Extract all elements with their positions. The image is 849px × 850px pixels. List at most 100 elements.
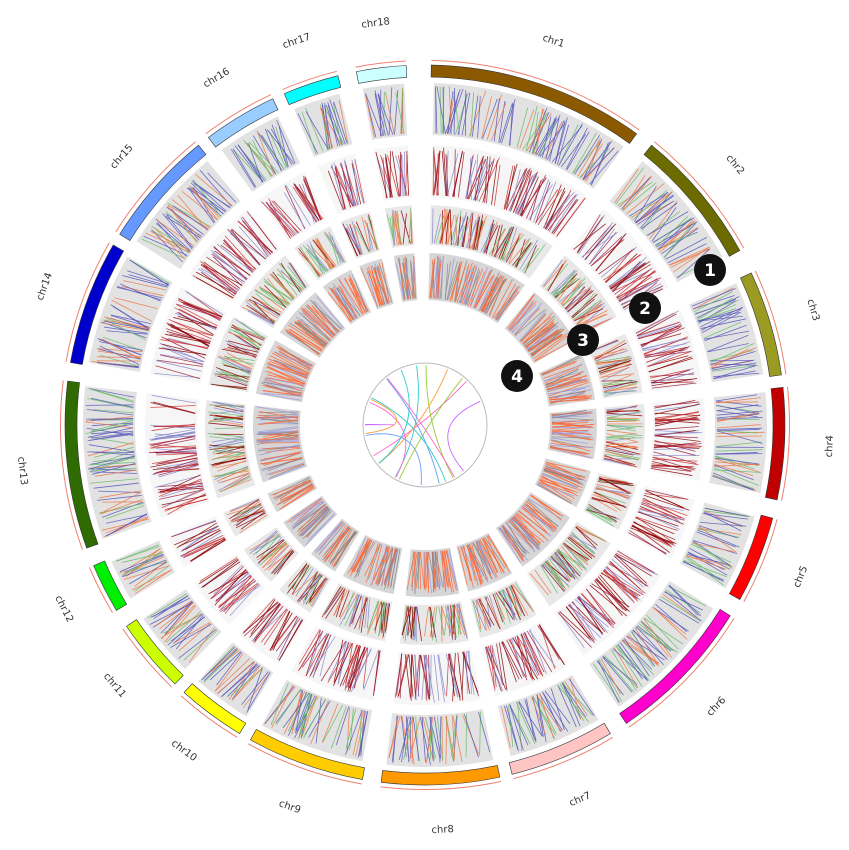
track-line [159, 602, 194, 630]
track-line [252, 535, 281, 552]
track-line [429, 716, 434, 762]
track-line [157, 483, 203, 488]
track-line [286, 498, 322, 523]
track-line [654, 412, 701, 417]
track-line [714, 458, 760, 473]
track-line [308, 700, 331, 738]
track-line [233, 504, 262, 517]
track-line [231, 667, 263, 701]
track-line [224, 357, 254, 365]
track-line [365, 543, 379, 583]
track-line [506, 705, 519, 752]
track-line [551, 413, 588, 419]
track-line [635, 195, 674, 224]
track-line [334, 166, 352, 208]
track-line [545, 560, 565, 591]
track-line [203, 559, 239, 588]
track-line [98, 341, 143, 351]
track-line [351, 159, 365, 204]
track-line [89, 471, 138, 474]
track-line [707, 343, 749, 353]
track-line [443, 550, 446, 592]
track-line [562, 284, 583, 307]
track-line [716, 413, 758, 419]
track-line [509, 704, 524, 751]
track-line [329, 531, 356, 564]
track-line [570, 533, 595, 553]
track-line [274, 351, 311, 372]
track-line [265, 447, 301, 453]
track-line [209, 444, 245, 449]
track-line [478, 157, 500, 202]
track-line [310, 577, 327, 607]
track-line [209, 651, 242, 681]
track-line [526, 630, 553, 673]
track-line [606, 565, 638, 600]
track-line [302, 574, 322, 605]
track-line [200, 264, 238, 293]
track-line [320, 106, 334, 149]
track-line [419, 551, 422, 590]
track-line [635, 516, 678, 531]
track-line [569, 534, 598, 550]
track-line [716, 430, 763, 444]
track-line [460, 546, 473, 582]
track-line [99, 490, 141, 499]
track-line [293, 696, 319, 731]
track-line [149, 602, 194, 625]
track-line [351, 539, 371, 571]
track-line [88, 444, 135, 453]
track-line [233, 149, 264, 183]
track-line [654, 435, 699, 439]
track-line [349, 708, 354, 751]
track-line [355, 226, 370, 253]
track-line [653, 451, 697, 464]
track-line [511, 584, 529, 616]
track-line [445, 605, 454, 641]
track-line [358, 596, 367, 631]
callout-badge [694, 254, 726, 286]
track-line [400, 88, 404, 134]
chromosome-label: chr6 [705, 695, 728, 719]
track-line [257, 431, 299, 436]
track-line [103, 320, 150, 331]
track-line [214, 658, 251, 692]
track-line [478, 711, 491, 753]
track-line [603, 383, 637, 393]
track-line [650, 369, 690, 379]
track-line [271, 200, 299, 234]
track-line [452, 715, 455, 758]
track-line [257, 427, 299, 434]
track-line [362, 647, 369, 689]
track-line [508, 169, 529, 212]
track-line [612, 648, 649, 681]
track-line [626, 635, 665, 661]
track-line [170, 623, 212, 648]
track-line [605, 567, 641, 601]
track-line [574, 599, 609, 628]
track-line [550, 445, 594, 448]
track-line [519, 109, 535, 149]
track-line [156, 460, 198, 469]
track-line [166, 328, 211, 344]
track-line [536, 118, 557, 156]
track-line [261, 458, 303, 470]
track-line [577, 596, 604, 635]
track-line [251, 295, 283, 313]
track-line [499, 103, 513, 143]
track-line [489, 228, 506, 255]
track-line [450, 605, 454, 640]
track-line [524, 321, 559, 348]
track-line [691, 543, 732, 563]
track-line [288, 331, 322, 352]
track-line [347, 538, 370, 574]
track-line [699, 306, 744, 328]
track-line [261, 201, 295, 237]
track-line [269, 463, 305, 478]
track-line [299, 507, 329, 537]
track-line [471, 543, 483, 585]
track-line [653, 442, 697, 448]
track-line [715, 449, 763, 452]
track-line [538, 118, 557, 157]
track-line [660, 220, 694, 253]
